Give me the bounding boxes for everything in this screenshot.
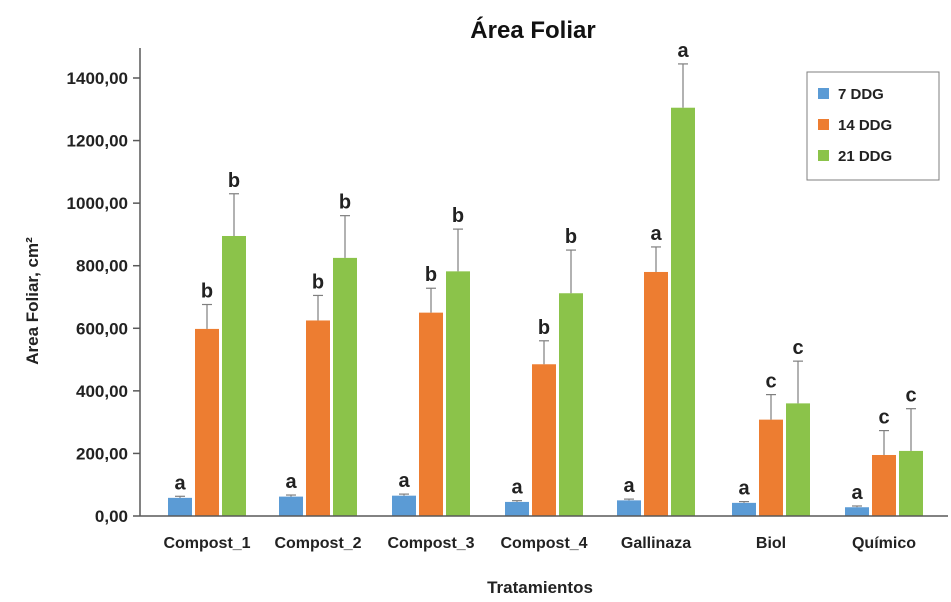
y-tick-label: 600,00 — [76, 319, 128, 338]
legend-label: 14 DDG — [838, 117, 892, 134]
bar — [759, 419, 783, 516]
bar — [671, 107, 695, 516]
x-category-label: Químico — [852, 535, 916, 552]
bar — [168, 497, 192, 516]
legend-label: 7 DDG — [838, 86, 884, 103]
x-category-label: Biol — [756, 535, 786, 552]
y-tick-label: 800,00 — [76, 257, 128, 276]
legend-swatch — [818, 119, 829, 130]
x-category-label: Compost_2 — [274, 535, 361, 552]
bar — [195, 328, 219, 516]
significance-label: b — [565, 226, 577, 248]
significance-label: a — [398, 470, 410, 492]
bar — [279, 496, 303, 516]
bar — [845, 507, 869, 516]
significance-label: a — [738, 478, 750, 500]
significance-label: c — [792, 337, 803, 359]
y-tick-label: 0,00 — [95, 507, 128, 526]
significance-label: b — [425, 264, 437, 286]
significance-label: b — [201, 281, 213, 303]
y-axis-ticks: 0,00 200,00 400,00 600,00 800,00 1000,00 1200,… — [67, 69, 140, 526]
y-tick-label: 200,00 — [76, 444, 128, 463]
significance-label: a — [285, 471, 297, 493]
chart-title: Área Foliar — [470, 16, 595, 44]
bar — [559, 293, 583, 516]
x-category-label: Gallinaza — [621, 535, 691, 552]
bar — [222, 235, 246, 516]
significance-label: a — [623, 475, 635, 497]
x-category-label: Compost_3 — [387, 535, 474, 552]
y-tick-label: 1400,00 — [67, 69, 128, 88]
legend: 7 DDG 14 DDG 21 DDG — [806, 71, 940, 181]
bar — [505, 501, 529, 516]
bar — [617, 500, 641, 516]
x-category-label: Compost_1 — [163, 535, 250, 552]
x-category-label: Compost_4 — [500, 535, 587, 552]
bars — [168, 107, 923, 516]
y-tick-label: 400,00 — [76, 382, 128, 401]
significance-label: c — [878, 407, 889, 429]
significance-label: b — [538, 317, 550, 339]
bar — [644, 271, 668, 516]
significance-label: a — [511, 477, 523, 499]
legend-items: 7 DDG 14 DDG 21 DDG — [818, 86, 892, 165]
bar — [419, 312, 443, 516]
significance-label: b — [452, 205, 464, 227]
y-tick-label: 1200,00 — [67, 132, 128, 151]
legend-swatch — [818, 150, 829, 161]
significance-label: a — [677, 40, 689, 62]
legend-swatch — [818, 88, 829, 99]
legend-label: 21 DDG — [838, 148, 892, 165]
bar — [392, 495, 416, 516]
bar — [333, 257, 357, 516]
significance-label: a — [851, 482, 863, 504]
y-tick-label: 1000,00 — [67, 194, 128, 213]
error-bars — [175, 63, 916, 508]
x-axis-category-labels: Compost_1 Compost_2 Compost_3 Compost_4 Gall… — [163, 535, 916, 552]
significance-label: a — [174, 472, 186, 494]
bar — [732, 502, 756, 516]
bar — [786, 403, 810, 516]
bar — [306, 320, 330, 516]
significance-label: c — [905, 385, 916, 407]
x-axis-title: Tratamientos — [487, 578, 593, 597]
y-axis-title: Area Foliar, cm² — [23, 237, 42, 365]
bar — [899, 450, 923, 516]
significance-label: c — [765, 371, 776, 393]
bar — [446, 271, 470, 516]
bar — [872, 454, 896, 516]
significance-label: a — [650, 223, 662, 245]
significance-label: b — [228, 170, 240, 192]
significance-label: b — [312, 271, 324, 293]
bar — [532, 364, 556, 516]
significance-label: b — [339, 192, 351, 214]
